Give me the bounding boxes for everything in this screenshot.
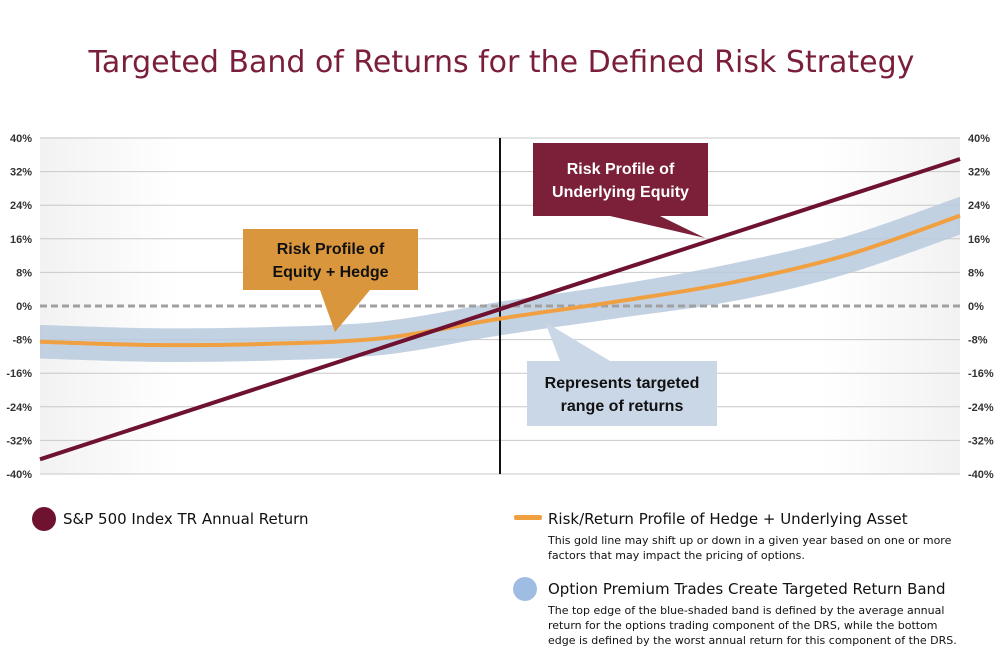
y-tick-label-right: -32%: [968, 435, 994, 447]
band-callout-box: [527, 361, 717, 426]
y-tick-label-right: 16%: [968, 234, 990, 246]
y-tick-label-left: 40%: [10, 133, 32, 145]
hedge-note-line-2: factors that may impact the pricing of o…: [548, 549, 805, 562]
lines-layer: [39, 157, 961, 462]
band-note-line-2: return for the options trading component…: [548, 619, 938, 632]
y-axis-left: 40% 32% 24% 16% 8% 0% -8% -16% -24% -32% -40%: [6, 133, 32, 481]
callouts-layer: Risk Profile of Underlying Equity Risk Pro…: [243, 143, 717, 426]
band-callout-text: range of returns: [561, 398, 684, 415]
hedge-callout-text: Risk Profile of: [277, 241, 385, 258]
y-axis-right: 40% 32% 24% 16% 8% 0% -8% -16% -24% -32% -40%: [968, 133, 994, 481]
y-tick-label-left: -40%: [6, 469, 32, 481]
band-callout-text: Represents targeted: [545, 375, 700, 392]
y-tick-label-left: -32%: [6, 435, 32, 447]
y-tick-label-left: 0%: [16, 301, 32, 313]
band-callout-pointer: [545, 322, 610, 361]
y-tick-label-right: -8%: [968, 335, 988, 347]
y-tick-label-left: 16%: [10, 234, 32, 246]
y-tick-label-right: -24%: [968, 402, 994, 414]
y-tick-label-left: -16%: [6, 368, 32, 380]
hedge-note-line-1: This gold line may shift up or down in a…: [548, 534, 952, 547]
y-tick-label-left: -24%: [6, 402, 32, 414]
equity-callout-pointer: [610, 216, 705, 238]
sp500-legend-label: S&P 500 Index TR Annual Return: [63, 510, 309, 528]
hedge-callout-box: [243, 229, 418, 290]
chart-title: Targeted Band of Returns for the Defined…: [88, 45, 915, 80]
y-tick-label-left: 32%: [10, 167, 32, 179]
y-tick-label-right: 24%: [968, 200, 990, 212]
band-note-line-1: The top edge of the blue-shaded band is …: [548, 604, 945, 617]
equity-callout-text: Risk Profile of: [567, 161, 675, 178]
y-tick-label-right: -40%: [968, 469, 994, 481]
chart-plot: 40% 32% 24% 16% 8% 0% -8% -16% -24% -32% -40% 40% 3…: [6, 133, 994, 481]
sp500-legend-marker: [32, 507, 56, 531]
hedge-legend-marker: [514, 515, 542, 520]
y-tick-label-left: -8%: [12, 335, 32, 347]
hedge-callout-pointer: [320, 290, 370, 332]
hedge-legend-label: Risk/Return Profile of Hedge + Underlyin…: [548, 510, 908, 528]
band-legend-label: Option Premium Trades Create Targeted Re…: [548, 580, 946, 598]
y-tick-label-left: 8%: [16, 267, 32, 279]
y-tick-label-right: 0%: [968, 301, 984, 313]
hedge-line: [39, 213, 961, 348]
y-tick-label-right: -16%: [968, 368, 994, 380]
equity-callout-box: [533, 143, 708, 216]
y-tick-label-left: 24%: [10, 200, 32, 212]
sp500-line: [39, 157, 961, 462]
hedge-callout-text: Equity + Hedge: [272, 264, 388, 281]
band-legend-marker: [513, 577, 537, 601]
equity-callout-text: Underlying Equity: [552, 184, 689, 201]
band-note-line-3: edge is defined by the worst annual retu…: [548, 634, 957, 647]
y-tick-label-right: 32%: [968, 167, 990, 179]
y-tick-label-right: 40%: [968, 133, 990, 145]
y-tick-label-right: 8%: [968, 267, 984, 279]
